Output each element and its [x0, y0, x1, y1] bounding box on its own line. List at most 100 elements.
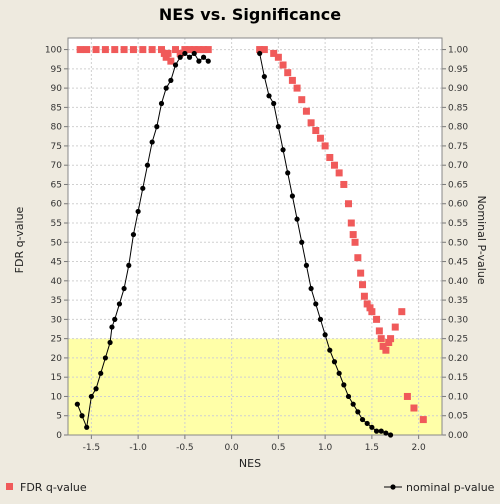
data-point-nominal-p-value — [303, 262, 310, 269]
y-left-tick-label: 40 — [51, 277, 63, 287]
data-point-nominal-p-value — [144, 162, 151, 168]
y-right-tick-label: 0.15 — [448, 373, 468, 383]
y-right-tick-label: 0.25 — [448, 335, 468, 345]
data-point-fdr-q-value — [101, 46, 109, 54]
data-point-fdr-q-value — [403, 392, 411, 400]
data-point-fdr-q-value — [195, 46, 203, 54]
data-point-nominal-p-value — [107, 339, 113, 346]
data-point-fdr-q-value — [316, 134, 324, 142]
y-axis-label-left: FDR q-value — [13, 206, 26, 273]
data-point-nominal-p-value — [116, 301, 123, 307]
x-tick-label: 1.5 — [365, 443, 379, 453]
data-point-fdr-q-value — [172, 46, 180, 54]
data-point-nominal-p-value — [355, 409, 361, 415]
data-point-nominal-p-value — [275, 124, 281, 130]
data-point-fdr-q-value — [354, 254, 362, 262]
legend-marker-nominal-p-value — [390, 484, 396, 490]
y-left-tick-label: 60 — [51, 200, 63, 210]
data-point-fdr-q-value — [366, 304, 374, 312]
data-point-nominal-p-value — [158, 100, 165, 107]
data-point-fdr-q-value — [111, 46, 119, 54]
data-point-nominal-p-value — [359, 416, 366, 423]
legend-label-nominal-p-value: nominal p-value — [406, 481, 495, 494]
data-point-fdr-q-value — [256, 46, 264, 54]
data-point-fdr-q-value — [148, 46, 156, 54]
y-left-tick-label: 85 — [51, 103, 62, 113]
y-right-tick-label: 0.55 — [448, 219, 468, 229]
data-point-fdr-q-value — [357, 269, 365, 277]
data-point-nominal-p-value — [294, 216, 300, 222]
legend-marker-fdr-q-value — [6, 483, 13, 490]
y-left-tick-label: 5 — [56, 412, 62, 422]
data-point-fdr-q-value — [345, 200, 352, 208]
data-point-nominal-p-value — [191, 50, 197, 57]
data-point-fdr-q-value — [321, 142, 329, 150]
data-point-fdr-q-value — [312, 127, 320, 135]
data-point-fdr-q-value — [349, 231, 357, 239]
x-tick-label: 1.0 — [318, 443, 333, 453]
data-point-nominal-p-value — [172, 62, 179, 68]
y-left-tick-label: 35 — [51, 296, 62, 306]
y-left-tick-label: 55 — [51, 219, 62, 229]
data-point-fdr-q-value — [162, 53, 170, 61]
data-point-nominal-p-value — [308, 285, 314, 292]
data-point-fdr-q-value — [391, 323, 399, 331]
y-right-tick-label: 0.35 — [448, 296, 468, 306]
data-point-nominal-p-value — [289, 193, 295, 199]
data-point-nominal-p-value — [88, 393, 94, 400]
x-tick-label: -0.5 — [176, 443, 194, 453]
data-point-nominal-p-value — [140, 185, 146, 191]
y-left-tick-label: 45 — [51, 258, 62, 268]
data-point-nominal-p-value — [168, 77, 174, 83]
data-point-fdr-q-value — [410, 404, 418, 412]
data-point-nominal-p-value — [196, 58, 202, 64]
data-point-fdr-q-value — [368, 308, 376, 316]
data-point-fdr-q-value — [373, 315, 381, 323]
data-point-fdr-q-value — [129, 46, 137, 54]
data-point-nominal-p-value — [200, 54, 207, 60]
y-right-tick-label: 0.65 — [448, 180, 468, 190]
y-right-tick-label: 0.90 — [448, 84, 468, 94]
data-point-fdr-q-value — [204, 46, 212, 54]
y-left-tick-label: 75 — [51, 142, 62, 152]
data-point-fdr-q-value — [76, 46, 84, 54]
y-left-tick-label: 20 — [51, 354, 63, 364]
data-point-nominal-p-value — [345, 393, 352, 400]
data-point-fdr-q-value — [83, 46, 91, 54]
data-point-fdr-q-value — [340, 180, 348, 188]
data-point-fdr-q-value — [160, 49, 168, 57]
data-point-nominal-p-value — [364, 420, 370, 427]
data-point-nominal-p-value — [126, 262, 132, 269]
y-left-tick-label: 10 — [51, 392, 63, 402]
data-point-nominal-p-value — [182, 50, 188, 57]
data-point-nominal-p-value — [336, 370, 342, 376]
x-tick-label: 2.0 — [411, 443, 426, 453]
data-point-fdr-q-value — [190, 46, 198, 54]
data-point-nominal-p-value — [177, 54, 183, 60]
data-point-nominal-p-value — [205, 58, 211, 64]
y-right-tick-label: 0.30 — [448, 315, 468, 325]
data-point-nominal-p-value — [313, 301, 319, 307]
data-point-fdr-q-value — [270, 49, 278, 57]
data-point-fdr-q-value — [360, 292, 368, 300]
data-point-fdr-q-value — [375, 327, 383, 335]
data-point-fdr-q-value — [298, 96, 306, 104]
data-point-fdr-q-value — [186, 46, 194, 54]
data-point-nominal-p-value — [84, 424, 90, 430]
y-left-tick-label: 80 — [51, 123, 63, 133]
data-point-fdr-q-value — [260, 46, 268, 54]
plot-frame — [67, 37, 443, 436]
data-point-fdr-q-value — [139, 46, 147, 54]
chart-title: NES vs. Significance — [159, 5, 341, 24]
data-point-fdr-q-value — [330, 161, 338, 169]
x-tick-label: 0.5 — [271, 443, 285, 453]
data-point-nominal-p-value — [257, 50, 263, 57]
data-point-fdr-q-value — [363, 300, 371, 308]
data-point-fdr-q-value — [284, 69, 292, 77]
data-point-nominal-p-value — [261, 73, 267, 80]
data-point-nominal-p-value — [109, 324, 115, 330]
legend: FDR q-value nominal p-value — [6, 481, 495, 494]
data-point-fdr-q-value — [176, 49, 184, 57]
y-right-tick-label: 0.60 — [448, 200, 468, 210]
